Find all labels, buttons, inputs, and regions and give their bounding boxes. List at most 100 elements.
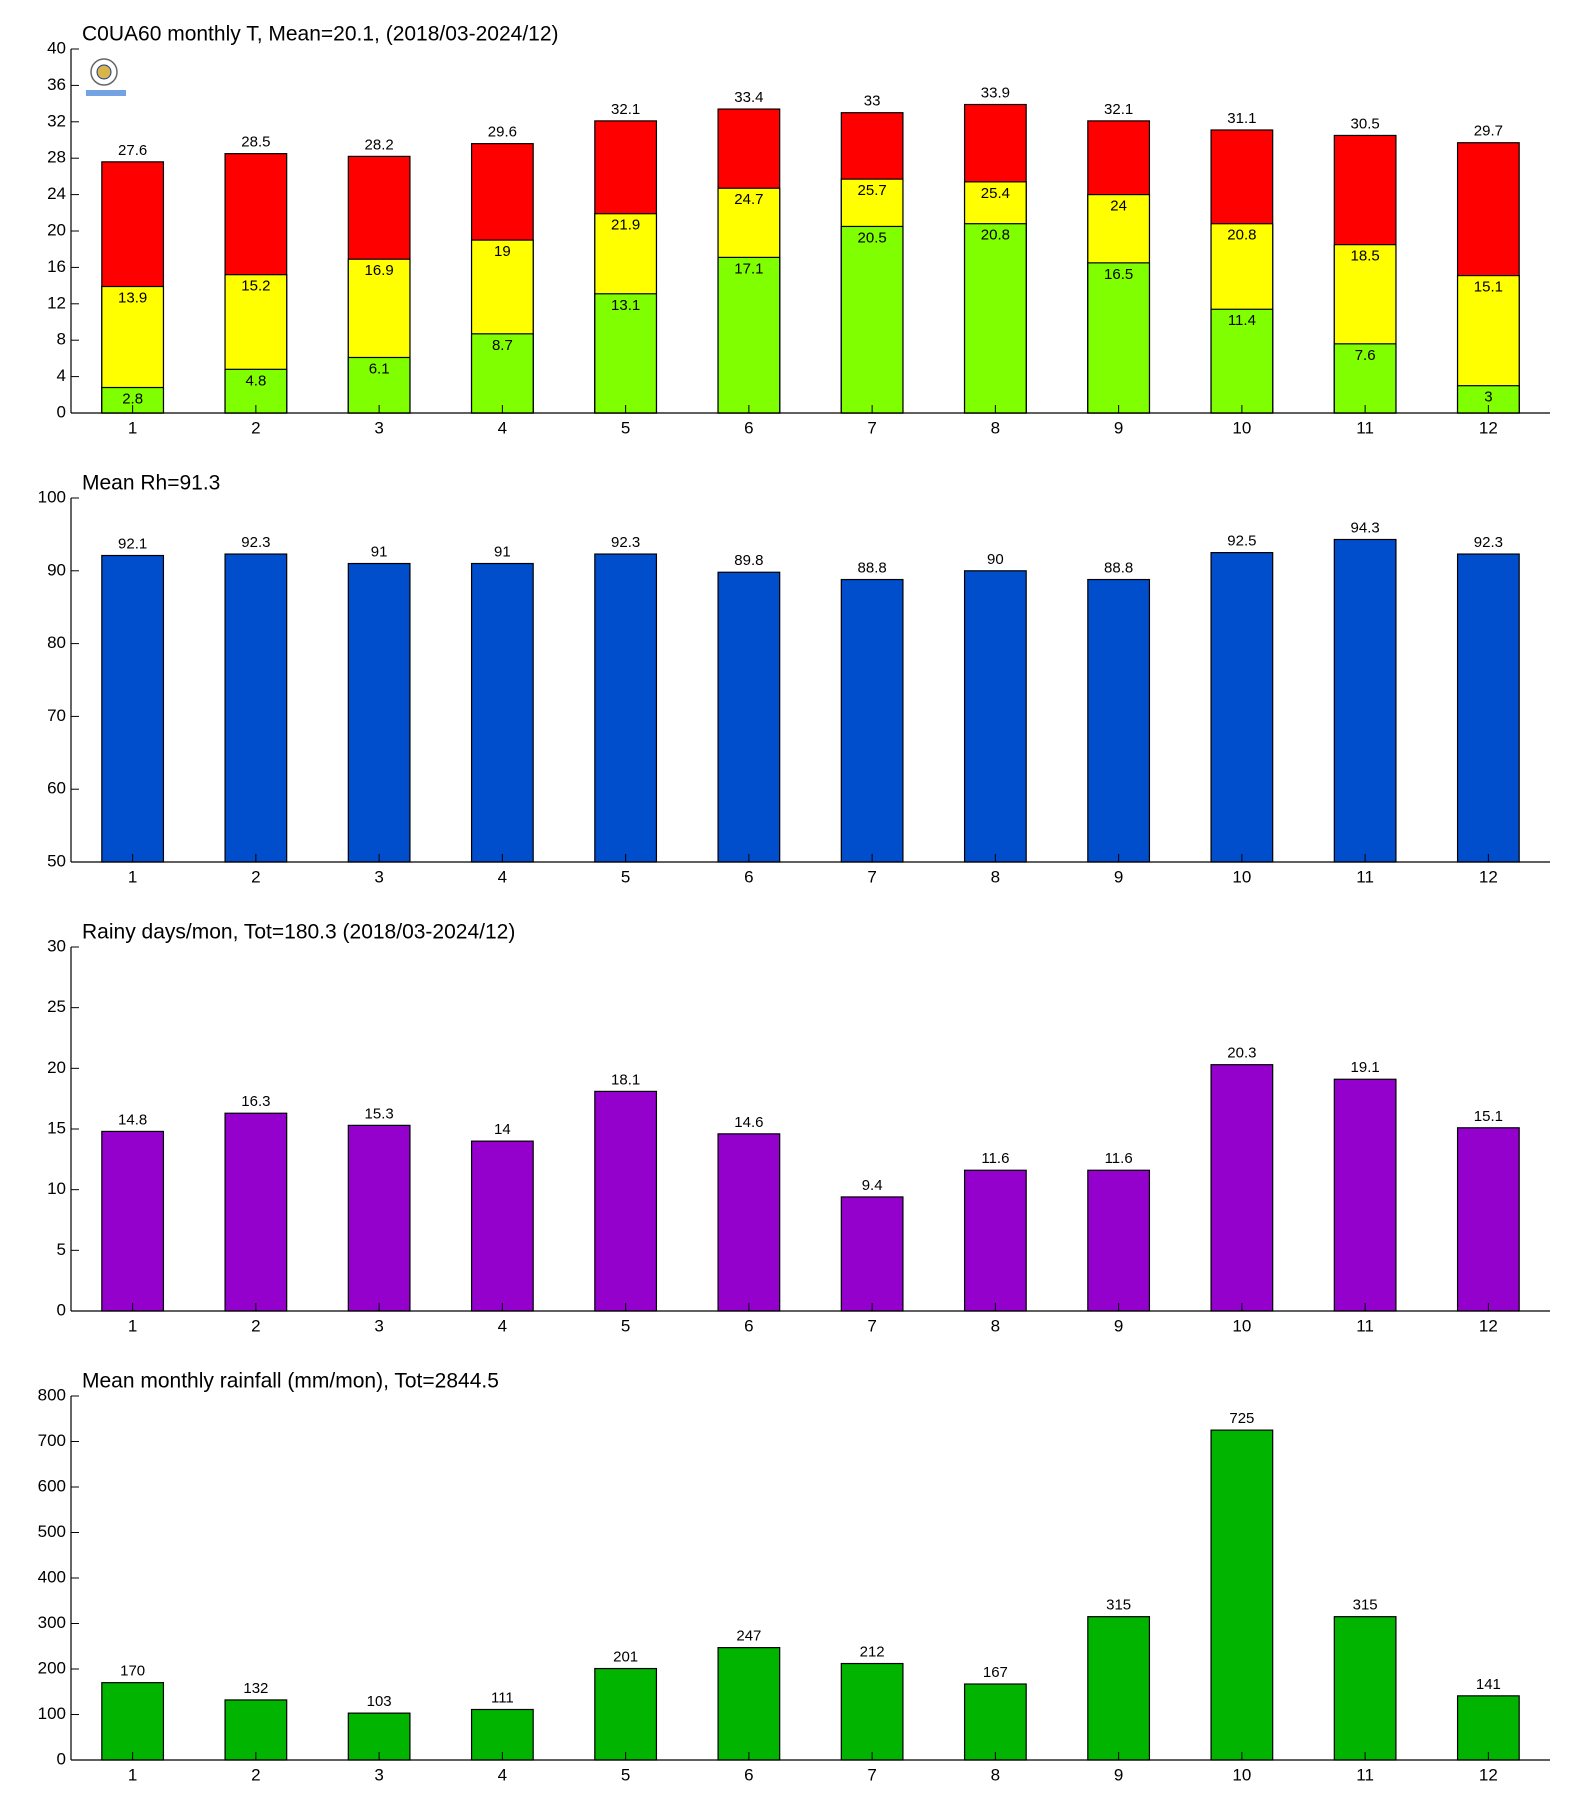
value-label: 18.5 bbox=[1351, 248, 1380, 265]
value-label: 212 bbox=[860, 1644, 885, 1661]
bar bbox=[1210, 308, 1274, 414]
value-label: 16.9 bbox=[365, 262, 394, 279]
y-tick-label: 200 bbox=[38, 1658, 66, 1677]
x-tick-label: 12 bbox=[1479, 418, 1498, 437]
x-tick-label: 9 bbox=[1114, 418, 1123, 437]
bar bbox=[1333, 1616, 1397, 1761]
value-label: 725 bbox=[1229, 1410, 1254, 1427]
bar bbox=[963, 570, 1027, 863]
y-tick-label: 5 bbox=[57, 1240, 66, 1259]
value-label: 89.8 bbox=[734, 552, 763, 569]
y-tick-label: 0 bbox=[57, 402, 66, 421]
y-tick-label: 40 bbox=[47, 38, 66, 57]
value-label: 90 bbox=[987, 551, 1004, 568]
value-label: 33.4 bbox=[734, 89, 763, 106]
value-label: 315 bbox=[1106, 1597, 1131, 1614]
value-label: 132 bbox=[243, 1680, 268, 1697]
x-tick-label: 6 bbox=[744, 418, 753, 437]
y-tick-label: 25 bbox=[47, 997, 66, 1016]
bar bbox=[347, 356, 411, 414]
value-label: 3 bbox=[1484, 389, 1492, 406]
value-label: 88.8 bbox=[858, 560, 887, 577]
bar bbox=[470, 1708, 534, 1761]
x-tick-label: 2 bbox=[251, 418, 260, 437]
value-label: 17.1 bbox=[734, 260, 763, 277]
value-label: 315 bbox=[1353, 1597, 1378, 1614]
x-tick-label: 3 bbox=[374, 867, 383, 886]
value-label: 28.2 bbox=[365, 136, 394, 153]
bar bbox=[1087, 578, 1151, 863]
y-tick-label: 800 bbox=[38, 1385, 66, 1404]
x-tick-label: 1 bbox=[128, 418, 137, 437]
x-tick-label: 11 bbox=[1356, 1765, 1374, 1784]
bar bbox=[840, 1196, 904, 1312]
x-tick-label: 10 bbox=[1232, 1316, 1251, 1335]
x-tick-label: 6 bbox=[744, 867, 753, 886]
value-label: 33 bbox=[864, 93, 881, 110]
value-label: 29.6 bbox=[488, 124, 517, 141]
chart-title: Mean Rh=91.3 bbox=[82, 472, 220, 495]
value-label: 2.8 bbox=[122, 390, 143, 407]
x-tick-label: 4 bbox=[498, 1765, 507, 1784]
x-tick-label: 7 bbox=[867, 1316, 876, 1335]
y-tick-label: 100 bbox=[38, 1704, 66, 1723]
x-tick-label: 10 bbox=[1232, 1765, 1251, 1784]
x-tick-label: 10 bbox=[1232, 418, 1251, 437]
value-label: 18.1 bbox=[611, 1071, 640, 1088]
y-tick-label: 80 bbox=[47, 633, 66, 652]
value-label: 20.8 bbox=[981, 227, 1010, 244]
x-tick-label: 4 bbox=[498, 1316, 507, 1335]
x-tick-label: 3 bbox=[374, 1316, 383, 1335]
bar bbox=[1087, 262, 1151, 414]
x-tick-label: 6 bbox=[744, 1765, 753, 1784]
bar bbox=[594, 1090, 658, 1312]
x-tick-label: 5 bbox=[621, 1765, 630, 1784]
bar bbox=[1210, 1064, 1274, 1312]
y-tick-label: 100 bbox=[38, 487, 66, 506]
bar bbox=[1456, 553, 1520, 863]
x-tick-label: 12 bbox=[1479, 1765, 1498, 1784]
value-label: 28.5 bbox=[241, 134, 270, 151]
value-label: 9.4 bbox=[862, 1177, 883, 1194]
value-label: 8.7 bbox=[492, 337, 513, 354]
value-label: 29.7 bbox=[1474, 123, 1503, 140]
y-tick-label: 600 bbox=[38, 1476, 66, 1495]
value-label: 91 bbox=[371, 543, 388, 560]
x-tick-label: 2 bbox=[251, 1765, 260, 1784]
x-tick-label: 8 bbox=[991, 1765, 1000, 1784]
bar bbox=[347, 1124, 411, 1312]
x-tick-label: 9 bbox=[1114, 1765, 1123, 1784]
y-tick-label: 12 bbox=[47, 293, 66, 312]
value-label: 103 bbox=[367, 1693, 392, 1710]
bar bbox=[594, 553, 658, 863]
bar bbox=[717, 256, 781, 414]
bar bbox=[717, 571, 781, 863]
value-label: 141 bbox=[1476, 1676, 1501, 1693]
value-label: 6.1 bbox=[369, 360, 390, 377]
value-label: 14.8 bbox=[118, 1111, 147, 1128]
value-label: 16.5 bbox=[1104, 266, 1133, 283]
x-tick-label: 7 bbox=[867, 867, 876, 886]
y-tick-label: 50 bbox=[47, 851, 66, 870]
y-tick-label: 500 bbox=[38, 1522, 66, 1541]
value-label: 92.3 bbox=[241, 534, 270, 551]
x-tick-label: 2 bbox=[251, 867, 260, 886]
x-tick-label: 5 bbox=[621, 1316, 630, 1335]
y-tick-label: 24 bbox=[47, 184, 66, 203]
x-tick-label: 2 bbox=[251, 1316, 260, 1335]
bar bbox=[594, 1667, 658, 1761]
value-label: 32.1 bbox=[611, 101, 640, 118]
bar bbox=[963, 1683, 1027, 1761]
bar bbox=[101, 554, 165, 863]
x-tick-label: 9 bbox=[1114, 867, 1123, 886]
value-label: 24.7 bbox=[734, 191, 763, 208]
x-tick-label: 7 bbox=[867, 418, 876, 437]
value-label: 13.1 bbox=[611, 297, 640, 314]
logo bbox=[86, 58, 126, 96]
value-label: 21.9 bbox=[611, 217, 640, 234]
value-label: 11.6 bbox=[1105, 1150, 1133, 1167]
bar bbox=[1087, 1169, 1151, 1312]
bar bbox=[470, 1140, 534, 1312]
y-tick-label: 10 bbox=[47, 1179, 66, 1198]
bar bbox=[1210, 551, 1274, 863]
